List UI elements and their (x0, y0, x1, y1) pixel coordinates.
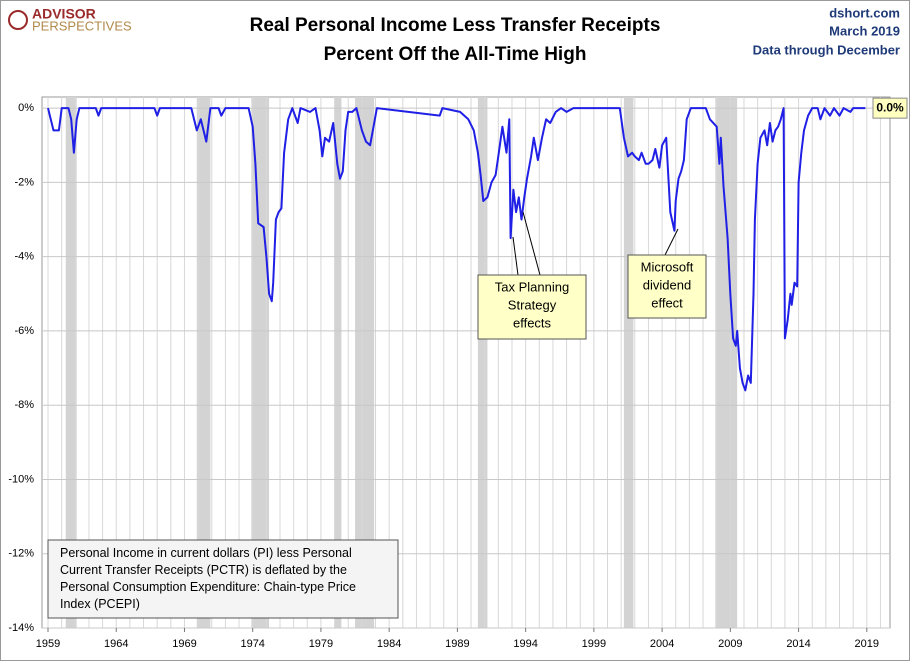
note-box (47, 539, 399, 619)
source: March 2019 (829, 23, 900, 38)
logo: ADVISOR PERSPECTIVES (8, 6, 132, 33)
data-line (47, 107, 866, 392)
recession-band (623, 97, 634, 628)
x-tick-label: 1984 (377, 638, 401, 650)
x-tick-label: 1974 (240, 638, 264, 650)
x-tick-label: 1989 (445, 638, 469, 650)
x-tick-label: 2009 (718, 638, 742, 650)
annotation-text: Microsoft (641, 259, 694, 274)
end-label-box (872, 97, 908, 119)
x-tick-label: 1999 (582, 638, 606, 650)
annotation-text: Tax Planning (495, 279, 569, 294)
logo-text: PERSPECTIVES (32, 18, 132, 33)
annotation-arrow (522, 211, 541, 276)
y-tick-label: -2% (14, 176, 34, 188)
annotation-box (477, 274, 587, 340)
annotation-text: dividend (643, 277, 691, 292)
recession-band (196, 97, 211, 628)
annotation-text: effect (651, 295, 683, 310)
y-tick-label: -10% (8, 473, 34, 485)
chart-title: Real Personal Income Less Transfer Recei… (250, 15, 661, 36)
x-tick-label: 1964 (104, 638, 128, 650)
x-tick-label: 2019 (855, 638, 879, 650)
logo-text: ADVISOR (32, 6, 96, 22)
y-tick-label: -8% (14, 399, 34, 411)
x-tick-label: 1959 (36, 638, 60, 650)
source: Data through December (753, 42, 900, 57)
annotation-arrow (664, 228, 679, 256)
y-tick-label: -14% (8, 622, 34, 634)
x-tick-label: 1994 (513, 638, 537, 650)
annotation-box (627, 254, 707, 319)
recession-band (65, 97, 77, 628)
note-text: Index (PCEPI) (60, 597, 140, 611)
recession-band (355, 97, 375, 628)
end-label: 0.0% (876, 100, 904, 114)
note-text: Personal Income in current dollars (PI) … (60, 546, 352, 560)
annotation-arrow (512, 236, 519, 276)
x-tick-label: 1969 (172, 638, 196, 650)
note-text: Current Transfer Receipts (PCTR) is defl… (60, 563, 347, 577)
x-tick-label: 1979 (309, 638, 333, 650)
x-tick-label: 2014 (786, 638, 810, 650)
chart-title: Percent Off the All-Time High (324, 44, 587, 65)
recession-band (334, 97, 342, 628)
note-text: Personal Consumption Expenditure: Chain-… (60, 580, 356, 594)
y-tick-label: -4% (14, 251, 34, 263)
y-tick-label: -12% (8, 548, 34, 560)
logo-icon (8, 10, 28, 30)
x-tick-label: 2004 (650, 638, 674, 650)
recession-band (715, 97, 738, 628)
annotation-text: Strategy (508, 297, 557, 312)
source: dshort.com (829, 5, 900, 20)
recession-band (477, 97, 488, 628)
y-tick-label: -6% (14, 325, 34, 337)
y-tick-label: 0% (18, 102, 34, 114)
annotation-text: effects (513, 315, 552, 330)
